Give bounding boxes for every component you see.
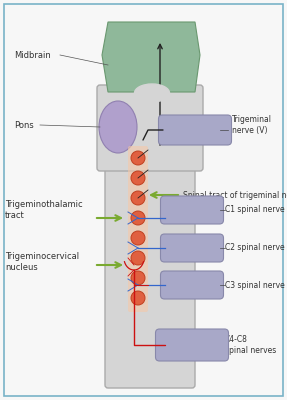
Text: Trigeminocervical
nucleus: Trigeminocervical nucleus xyxy=(5,252,79,272)
Text: C1 spinal nerve: C1 spinal nerve xyxy=(225,206,285,214)
Circle shape xyxy=(131,151,145,165)
FancyBboxPatch shape xyxy=(128,146,148,312)
Text: Spinal tract of trigeminal nerve: Spinal tract of trigeminal nerve xyxy=(183,190,287,200)
FancyBboxPatch shape xyxy=(97,85,203,171)
Ellipse shape xyxy=(99,101,137,153)
Circle shape xyxy=(131,211,145,225)
Text: C2 spinal nerve: C2 spinal nerve xyxy=(225,244,285,252)
FancyBboxPatch shape xyxy=(160,196,224,224)
Text: Pons: Pons xyxy=(14,120,34,130)
Circle shape xyxy=(131,231,145,245)
FancyBboxPatch shape xyxy=(160,271,224,299)
FancyBboxPatch shape xyxy=(105,152,195,388)
Circle shape xyxy=(131,171,145,185)
FancyBboxPatch shape xyxy=(158,115,232,145)
Circle shape xyxy=(131,271,145,285)
Text: C4-C8
spinal nerves: C4-C8 spinal nerves xyxy=(225,335,276,355)
Circle shape xyxy=(131,251,145,265)
Text: Midbrain: Midbrain xyxy=(14,50,51,60)
Text: C3 spinal nerve: C3 spinal nerve xyxy=(225,280,285,290)
FancyBboxPatch shape xyxy=(160,234,224,262)
FancyBboxPatch shape xyxy=(156,329,228,361)
Circle shape xyxy=(131,191,145,205)
Ellipse shape xyxy=(135,84,170,102)
Text: Trigeminothalamic
tract: Trigeminothalamic tract xyxy=(5,200,83,220)
Circle shape xyxy=(131,291,145,305)
Polygon shape xyxy=(102,22,200,92)
Text: Trigeminal
nerve (V): Trigeminal nerve (V) xyxy=(232,115,272,135)
